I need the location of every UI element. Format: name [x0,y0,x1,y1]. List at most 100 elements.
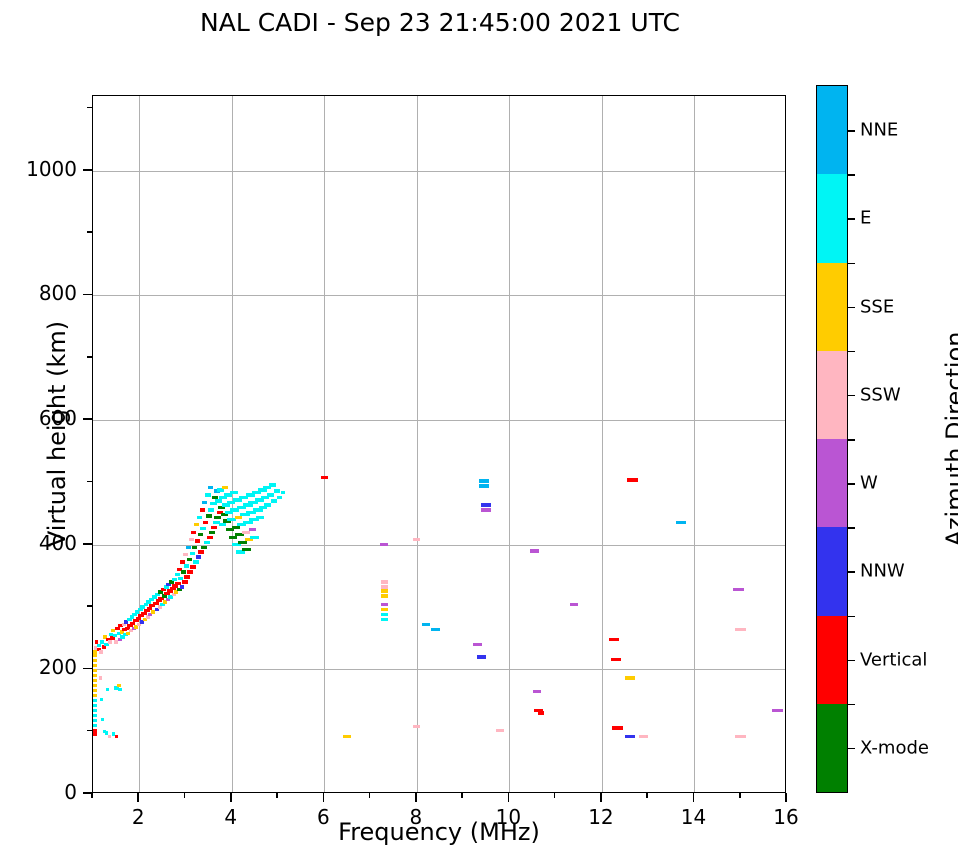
data-point [208,485,214,490]
data-point [166,582,172,587]
data-point [198,550,205,554]
data-point [146,606,152,610]
colorbar-band-vertical [817,615,847,704]
data-point [114,734,118,739]
y-axis-tick-label: 600 [38,406,77,431]
data-point [114,640,119,644]
data-point [222,485,229,490]
data-point [231,543,241,547]
colorbar-label-x-mode: X-mode [860,737,929,759]
data-point [108,734,112,739]
data-point [230,508,240,512]
data-point [215,499,223,503]
data-point [194,523,200,527]
data-point [231,525,240,529]
data-point [205,514,212,518]
data-point [174,572,180,577]
data-point [151,610,156,614]
colorbar-tick [847,571,855,573]
data-point [496,728,505,733]
x-axis-minor-tick [183,793,186,798]
data-point [204,493,211,497]
colorbar-boundary-tick [847,703,855,706]
data-point [118,624,124,628]
y-axis-minor-tick [87,729,92,732]
data-point [220,513,228,517]
data-point [116,683,121,688]
data-point [380,580,388,584]
data-point [259,505,268,509]
data-point [137,622,142,627]
data-point [100,640,105,644]
data-point [138,614,145,618]
data-point [143,602,148,607]
grid-lines [93,96,785,792]
data-point [255,498,265,502]
y-axis-tick [83,168,92,171]
colorbar-boundary-tick [847,262,855,265]
data-point [137,607,143,612]
data-point [380,589,388,593]
data-point [189,565,196,569]
data-point [130,621,136,625]
x-axis-minor-tick [276,793,278,798]
colorbar-label-nnw: NNW [860,560,905,582]
data-point [145,615,150,619]
data-point [280,490,285,495]
colorbar-band-nnw [817,527,847,616]
data-point [238,540,248,544]
colorbar-tick [847,659,855,662]
x-axis-tick [137,793,140,802]
data-point [257,488,267,492]
data-point [227,518,237,522]
grid-line-horizontal [93,295,785,297]
y-axis-tick [83,667,92,670]
data-point [249,518,259,522]
data-point [570,602,579,607]
data-point [533,708,543,713]
data-point [92,650,97,654]
x-axis-tick [507,793,510,802]
data-point [277,495,283,500]
data-point [472,642,482,647]
data-point [214,515,222,519]
y-axis-title: Virtual height (km) [43,320,71,548]
data-point [262,485,271,490]
data-point [177,567,183,572]
data-point [103,635,108,639]
data-point [169,580,175,584]
data-point [192,560,199,564]
grid-line-vertical [509,96,511,792]
data-point [639,734,649,739]
colorbar-label-sse: SSE [860,296,895,318]
data-point [179,585,184,589]
data-point [102,645,107,649]
colorbar-tick [847,306,855,309]
data-point [269,483,276,487]
colorbar-label-vertical: Vertical [860,649,928,671]
data-point [97,643,102,648]
data-point [168,595,174,599]
colorbar-tick [847,218,855,220]
data-point [675,520,686,524]
x-axis-tick-label: 10 [495,805,522,829]
grid-line-vertical [139,96,141,792]
data-point [189,551,195,556]
data-point [127,624,133,628]
data-point [226,500,235,505]
data-point [148,612,153,617]
data-point [252,490,262,495]
data-point [239,513,250,517]
colorbar-tick [847,747,855,750]
data-point [481,503,492,507]
data-point [105,731,109,735]
x-axis-tick-label: 8 [409,805,423,829]
data-point [92,728,97,733]
data-point [165,597,170,602]
data-point [181,570,187,574]
colorbar-boundary-tick [847,174,855,176]
colorbar-band-w [817,439,847,528]
y-axis-tick-label: 200 [38,655,77,680]
y-axis-minor-tick [87,355,92,358]
data-point [211,525,218,529]
